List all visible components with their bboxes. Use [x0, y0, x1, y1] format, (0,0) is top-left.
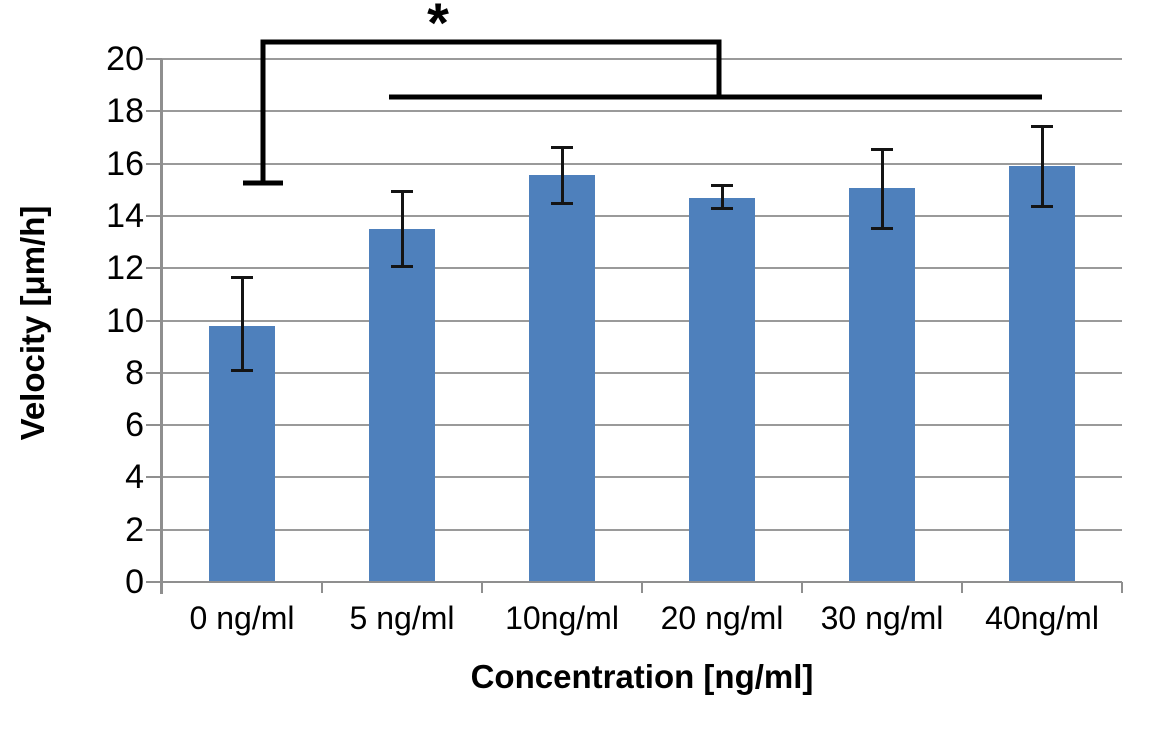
y-axis-tick: [146, 371, 162, 374]
x-axis-title: Concentration [ng/ml]: [470, 658, 814, 695]
y-tick-label: 20: [106, 40, 144, 78]
significance-asterisk: *: [427, 0, 449, 54]
error-bar-cap-top: [551, 145, 573, 149]
y-tick-label: 12: [106, 249, 144, 288]
x-axis-tick: [641, 582, 643, 593]
bar: [1009, 166, 1075, 582]
y-axis-tick: [146, 581, 162, 583]
gridline: [162, 267, 1122, 270]
error-bar-cap-bottom: [551, 202, 573, 206]
y-axis-tick: [146, 214, 162, 217]
gridline: [162, 110, 1122, 113]
y-tick-label: 4: [125, 458, 144, 497]
y-tick-label: 6: [125, 406, 144, 445]
y-axis-tick: [146, 476, 162, 479]
y-axis-tick: [146, 110, 162, 113]
x-tick-label: 20 ng/ml: [660, 600, 784, 636]
error-bar-cap-bottom: [1031, 204, 1053, 208]
y-axis-tick: [146, 267, 162, 270]
x-tick-label: 30 ng/ml: [820, 600, 944, 636]
error-bar-cap-top: [391, 190, 413, 194]
error-bar-cap-bottom: [231, 369, 253, 373]
x-tick-label: 10ng/ml: [505, 600, 619, 636]
error-bar-line: [720, 184, 724, 210]
gridline: [162, 319, 1122, 322]
y-tick-label: 0: [125, 563, 144, 601]
y-tick-label: 10: [106, 301, 144, 340]
y-axis-line: [160, 59, 163, 594]
error-bar-line: [1040, 125, 1044, 207]
gridline: [162, 162, 1122, 165]
y-tick-label: 2: [125, 510, 144, 549]
error-bar-cap-bottom: [391, 264, 413, 268]
error-bar-line: [240, 277, 244, 372]
error-bar-line: [560, 146, 564, 205]
x-axis-tick: [481, 582, 483, 593]
x-axis-tick: [321, 582, 323, 593]
x-axis-tick: [161, 582, 163, 593]
bar: [849, 188, 915, 582]
gridline: [162, 58, 1122, 60]
error-bar-cap-top: [711, 183, 733, 187]
gridline: [162, 214, 1122, 217]
gridline: [162, 371, 1122, 374]
y-tick-label: 8: [125, 353, 144, 392]
y-axis-tick: [146, 528, 162, 531]
y-tick-label: 18: [106, 92, 144, 131]
error-bar-cap-bottom: [871, 226, 893, 230]
bar: [369, 228, 435, 582]
x-axis-tick: [1121, 582, 1123, 593]
error-bar-cap-top: [871, 148, 893, 152]
x-tick-label: 5 ng/ml: [349, 600, 455, 636]
x-tick-label: 0 ng/ml: [189, 600, 295, 636]
y-axis-tick: [146, 424, 162, 427]
gridline: [162, 476, 1122, 479]
bar: [689, 197, 755, 582]
x-axis-line: [162, 581, 1122, 583]
y-axis-tick: [146, 162, 162, 165]
error-bar-line: [400, 191, 404, 267]
error-bar-line: [880, 149, 884, 229]
bar: [529, 175, 595, 582]
error-bar-cap-bottom: [711, 207, 733, 211]
x-axis-tick: [801, 582, 803, 593]
x-tick-label: 40ng/ml: [985, 600, 1099, 636]
error-bar-cap-top: [1031, 124, 1053, 128]
y-axis-tick: [146, 58, 162, 60]
x-axis-tick: [961, 582, 963, 593]
gridline: [162, 424, 1122, 427]
y-axis-tick: [146, 319, 162, 322]
error-bar-cap-top: [231, 276, 253, 280]
y-tick-label: 16: [106, 144, 144, 183]
gridline: [162, 528, 1122, 531]
y-tick-label: 14: [106, 196, 144, 235]
